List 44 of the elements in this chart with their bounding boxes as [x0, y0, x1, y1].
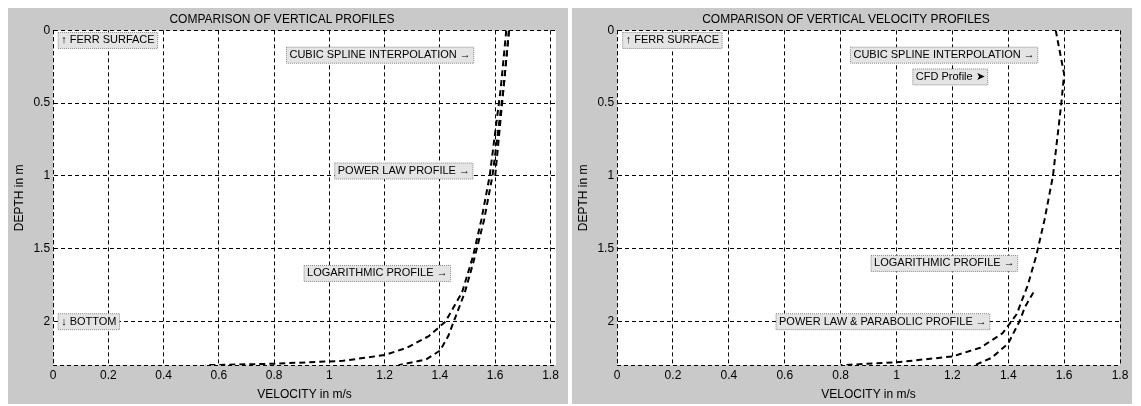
y-tick-label: 1 [607, 168, 615, 183]
x-axis-title: VELOCITY in m/s [821, 387, 916, 402]
annotation: LOGARITHMIC PROFILE → [307, 266, 448, 279]
x-tick-label: 1.4 [431, 367, 449, 382]
annotation: CFD Profile ➤ [915, 69, 985, 82]
annotation: CUBIC SPLINE INTERPOLATION → [853, 48, 1035, 61]
y-tick-label: 0 [607, 22, 615, 37]
annotation: ↑ FERR SURFACE [61, 33, 155, 46]
annotation: LOGARITHMIC PROFILE → [874, 256, 1015, 269]
x-tick-label: 0.6 [210, 367, 228, 382]
x-tick-label: 1.4 [999, 367, 1017, 382]
chart-title: COMPARISON OF VERTICAL PROFILES [169, 11, 395, 26]
x-tick-label: 0.2 [664, 367, 682, 382]
x-tick-label: 1.6 [1055, 367, 1073, 382]
x-tick-label: 0.4 [155, 367, 173, 382]
annotation: ↓ BOTTOM [61, 314, 117, 327]
y-tick-label: 1.5 [33, 241, 51, 256]
x-tick-label: 0.8 [832, 367, 850, 382]
y-tick-label: 0 [43, 22, 51, 37]
y-tick-label: 1.5 [597, 241, 615, 256]
annotation: CUBIC SPLINE INTERPOLATION → [289, 48, 471, 61]
x-tick-label: 1.2 [376, 367, 394, 382]
x-tick-label: 1.8 [542, 367, 560, 382]
x-tick-label: 0.6 [776, 367, 794, 382]
y-tick-label: 2 [43, 313, 51, 328]
x-tick-label: 1.2 [944, 367, 962, 382]
annotation: ↑ FERR SURFACE [625, 33, 720, 46]
y-axis-title: DEPTH in m [11, 164, 26, 232]
annotation: POWER LAW & PARABOLIC PROFILE → [779, 314, 987, 327]
x-tick-label: 1.8 [1111, 367, 1129, 382]
chart-title: COMPARISON OF VERTICAL VELOCITY PROFILES [702, 11, 990, 26]
x-axis-title: VELOCITY in m/s [257, 387, 352, 402]
x-tick-label: 0.8 [265, 367, 283, 382]
y-tick-label: 1 [43, 168, 51, 183]
y-tick-label: 0.5 [597, 95, 615, 110]
x-tick-label: 1 [893, 367, 901, 382]
x-tick-label: 0.4 [720, 367, 738, 382]
annotation: POWER LAW PROFILE → [337, 164, 470, 177]
y-tick-label: 0.5 [33, 95, 51, 110]
x-tick-label: 1.6 [486, 367, 504, 382]
y-axis-title: DEPTH in m [575, 164, 590, 232]
x-tick-label: 1 [326, 367, 334, 382]
y-tick-label: 2 [607, 313, 615, 328]
x-tick-label: 0.2 [100, 367, 118, 382]
